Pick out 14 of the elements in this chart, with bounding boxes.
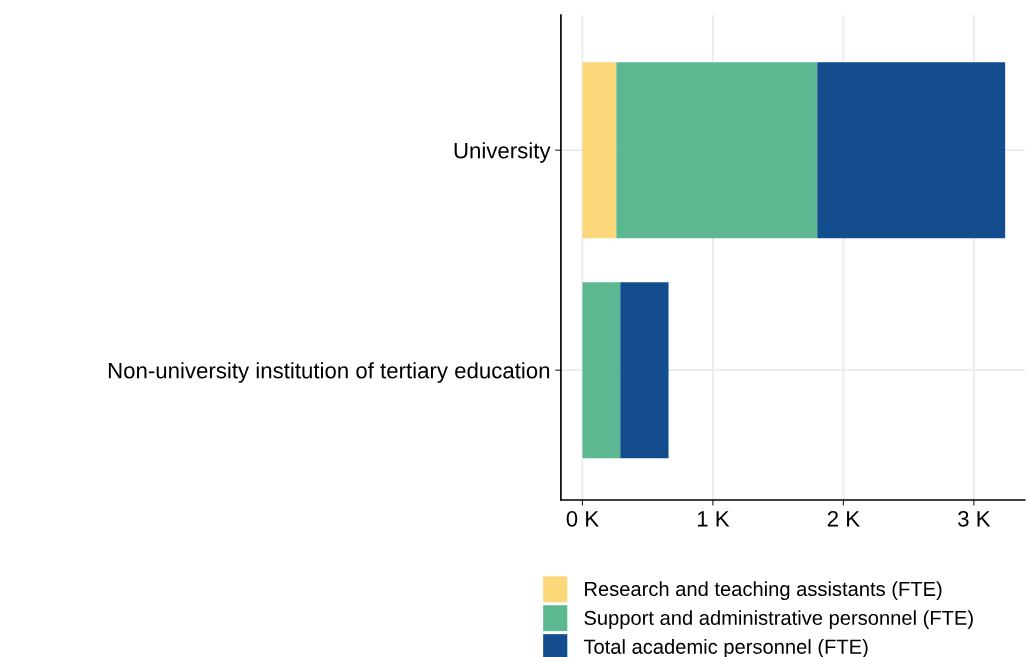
- x-tick-label: 1 K: [697, 511, 730, 527]
- y-tick-label: University: [454, 142, 551, 163]
- legend-label: Total academic personnel (FTE): [583, 639, 868, 657]
- bar: [817, 62, 1006, 239]
- bar: [616, 62, 818, 239]
- x-tick-label: 2 K: [827, 510, 860, 527]
- x-tick-label: 3 K: [958, 510, 991, 527]
- bar: [582, 62, 617, 239]
- bar: [620, 282, 669, 459]
- legend-label: Research and teaching assistants (FTE): [585, 581, 942, 601]
- x-tick-label: 0 K: [566, 510, 599, 527]
- legend-label: Support and administrative personnel (FTE): [584, 610, 973, 629]
- bar: [582, 282, 621, 459]
- y-tick-label: Non-university institution of tertiary education: [108, 362, 550, 383]
